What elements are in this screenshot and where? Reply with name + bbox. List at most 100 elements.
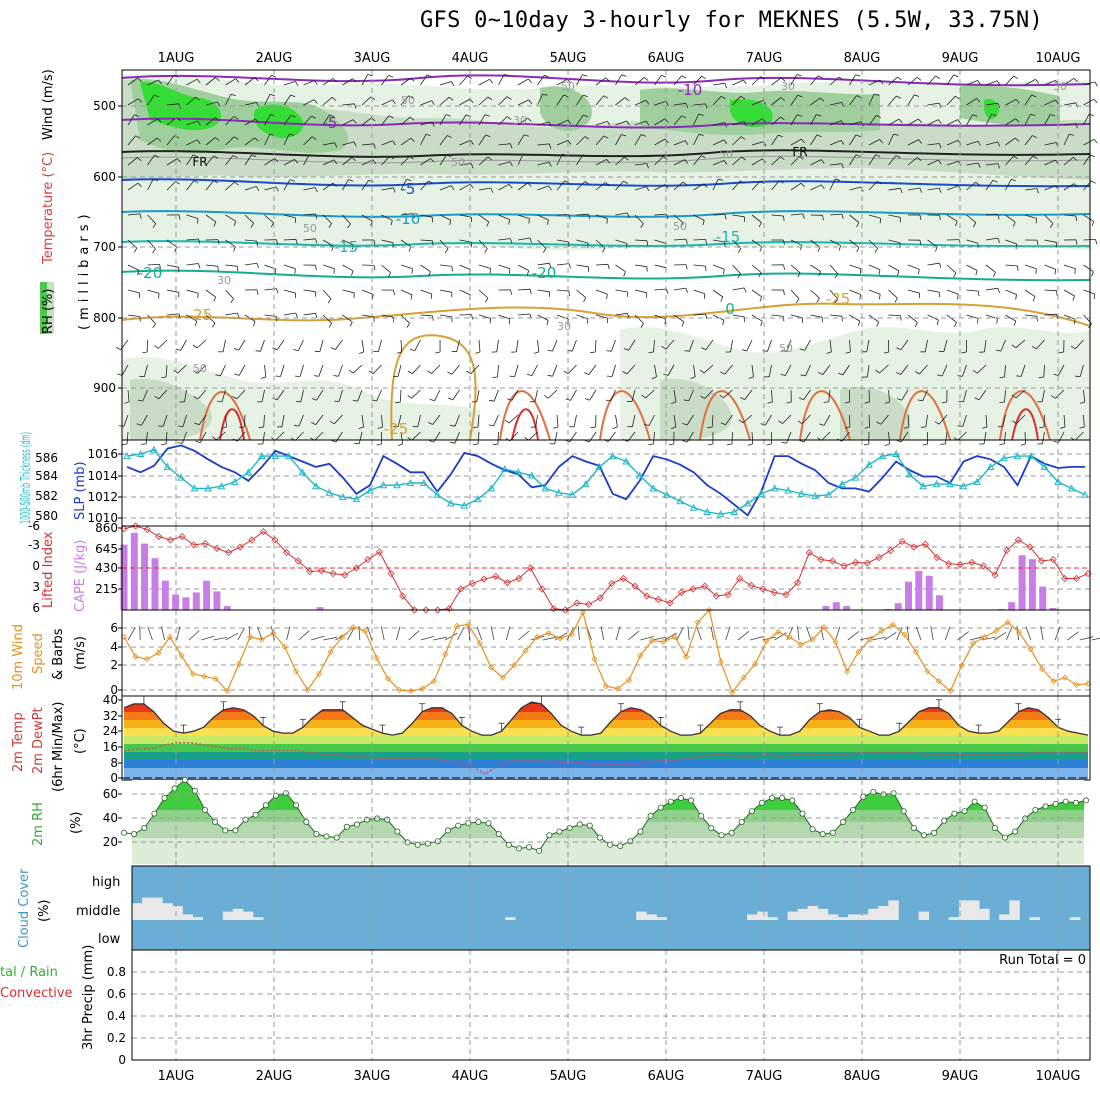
wind-barb-flag — [426, 74, 432, 78]
wind-barb — [634, 120, 647, 126]
wind-barb — [322, 142, 335, 146]
wind-barb-flag — [780, 116, 785, 121]
wind-barb-flag — [818, 372, 823, 375]
wind-barb-flag — [894, 297, 898, 303]
page-title: GFS 0~10day 3-hourly for MEKNES (5.5W, 3… — [420, 8, 1044, 33]
rh-point — [353, 821, 360, 828]
wind-barb — [907, 94, 915, 106]
wind-barb — [849, 214, 860, 223]
wind-barb — [434, 389, 441, 401]
wind-barb — [1015, 389, 1026, 399]
wind-barb — [186, 180, 195, 191]
wind-barb-flag — [567, 140, 572, 145]
wind-barb — [497, 431, 499, 445]
wind-barb-flag — [640, 134, 646, 137]
wind-barb-flag — [450, 441, 456, 444]
wind-barb-flag — [447, 371, 453, 375]
wind-barb — [901, 389, 909, 401]
wind-barb — [238, 364, 246, 376]
wind-barb-flag — [845, 426, 850, 429]
run-total: Run Total = 0 — [999, 953, 1086, 968]
rh-point — [121, 829, 128, 836]
bottom-date-label: 2AUG — [256, 1069, 293, 1084]
wind-barb — [732, 121, 745, 126]
wind-barb-flag — [879, 79, 884, 85]
surface-wind-barb — [213, 637, 228, 641]
wind-barb-flag — [855, 134, 861, 138]
surface-wind-barb — [188, 630, 200, 641]
wind-barb — [1083, 154, 1091, 166]
wind-barb-flag — [215, 374, 221, 377]
cloud-bar — [253, 917, 264, 920]
wind-barb — [842, 364, 850, 376]
cloud-bar — [787, 911, 798, 920]
wind-barb-flag — [876, 115, 881, 118]
wind-barb — [1083, 114, 1090, 126]
wind-barb-flag — [568, 214, 571, 220]
rh-contour-label: 50 — [451, 156, 465, 169]
wind-point — [935, 678, 942, 685]
wind-barb — [654, 138, 666, 146]
wind-barb — [378, 339, 382, 352]
top-date-label: 9AUG — [942, 51, 979, 66]
li-point — [503, 579, 511, 587]
wind-barb-flag — [898, 118, 903, 124]
wind-barb — [868, 154, 876, 166]
rh-point — [495, 831, 502, 838]
wind-barb — [866, 339, 870, 352]
bottom-date-label: 5AUG — [550, 1069, 587, 1084]
minmax-axis-label: (6hr Min/Max) — [51, 702, 66, 792]
cape-bar — [120, 544, 128, 610]
wind-barb — [184, 389, 187, 402]
wind-barb-flag — [194, 422, 200, 426]
precip-tick-label: 0.2 — [107, 1031, 126, 1045]
wind-barb-flag — [1093, 139, 1098, 144]
wind-barb-flag — [475, 351, 481, 354]
rh-point — [789, 797, 796, 804]
wind-barb-flag — [504, 419, 510, 424]
wind-barb-flag — [547, 349, 553, 352]
wind-barb — [497, 364, 499, 378]
surface-wind-barb — [577, 625, 580, 641]
wind-barb-flag — [290, 114, 296, 118]
wind-barb-flag — [368, 179, 374, 183]
wind-barb — [946, 264, 957, 274]
wind-barb — [361, 214, 373, 222]
wind-barb — [300, 389, 304, 402]
wind-barb-flag — [936, 319, 939, 325]
wind-barb-flag — [510, 143, 513, 149]
wind-barb — [147, 118, 158, 126]
wind-barb — [673, 181, 684, 191]
thickness-point — [366, 486, 374, 494]
wind-barb-flag — [254, 77, 259, 82]
wind-barb — [712, 139, 725, 146]
wind-barb — [888, 187, 901, 191]
wind-barb — [829, 179, 836, 191]
rh-point — [282, 790, 289, 797]
wind-point — [614, 685, 621, 692]
rh-point — [191, 787, 198, 794]
wind-barb-flag — [859, 268, 862, 274]
wind-barb — [1024, 79, 1036, 86]
wind-barb-flag — [840, 140, 845, 145]
cloud-bar — [757, 911, 768, 920]
wind-barb-flag — [152, 323, 156, 329]
wind-barb — [703, 364, 714, 374]
rh-point — [779, 795, 786, 802]
wind-barb — [966, 98, 977, 106]
li-point — [538, 585, 546, 593]
wind-barb-flag — [529, 237, 533, 243]
wind-barb — [303, 99, 315, 106]
surface-wind-barb — [652, 636, 667, 641]
wind-barb-flag — [582, 154, 588, 157]
wind-barb-flag — [392, 140, 396, 146]
surface-wind-barb — [806, 626, 812, 641]
wind-barb-flag — [450, 424, 456, 427]
wind-barb-flag — [158, 79, 162, 85]
wind-barb-flag — [786, 401, 792, 404]
wind-barb-flag — [661, 74, 667, 78]
wind-barb-flag — [684, 140, 689, 145]
cloud-bar — [969, 900, 980, 920]
wind-barb-flag — [957, 294, 959, 300]
wind-barb — [517, 117, 529, 126]
